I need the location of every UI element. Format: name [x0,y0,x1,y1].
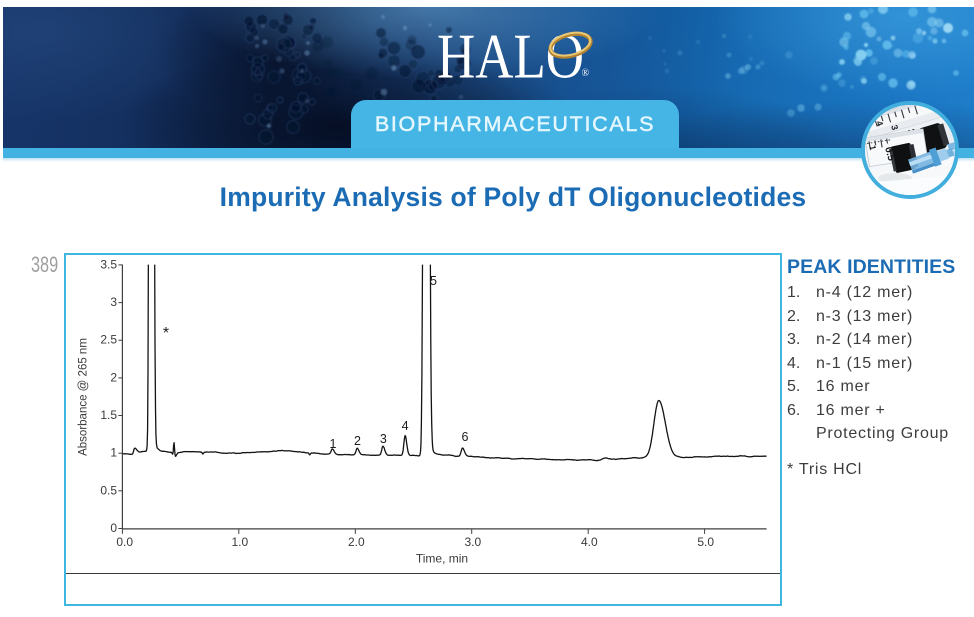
svg-text:4: 4 [874,120,885,128]
svg-text:3: 3 [889,124,900,132]
svg-text:1: 1 [868,144,879,151]
svg-text:®: ® [582,68,590,79]
svg-text:0.5: 0.5 [882,146,897,163]
